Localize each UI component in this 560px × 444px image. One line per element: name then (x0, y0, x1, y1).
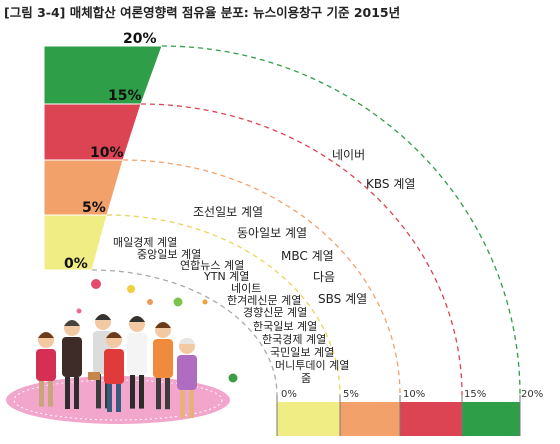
decor-dot-5 (228, 373, 238, 383)
person-1-leg-left (65, 377, 70, 409)
outlet-label: 다음 (313, 270, 336, 284)
scale-tick-label: 20% (521, 389, 544, 400)
arc-20 (161, 45, 521, 396)
arc-10 (122, 159, 401, 396)
person-4-leg-left (130, 375, 135, 409)
outlet-label: 네이트 (231, 282, 262, 295)
outlet-label: MBC 계열 (281, 249, 334, 263)
tier-label-15pct: 15% (108, 88, 142, 104)
scale-tick-label: 5% (343, 389, 359, 400)
person-3-body (104, 349, 124, 384)
tier-label-5pct: 5% (82, 200, 106, 216)
person-5-body (153, 339, 173, 378)
outlet-label: SBS 계열 (318, 292, 368, 306)
person-6-hair (179, 338, 195, 344)
person-5-hair (155, 322, 171, 328)
outlet-label: 경향신문 계열 (243, 306, 308, 319)
decor-dot-4 (202, 299, 208, 305)
outlet-label: KBS 계열 (366, 177, 416, 191)
decor-dot-3 (173, 297, 183, 307)
tier-label-0pct: 0% (64, 256, 88, 272)
arc-0 (91, 269, 278, 396)
person-2-leg-left (96, 374, 101, 409)
tier-label-10pct: 10% (90, 145, 124, 161)
scale-bar-5-10 (340, 402, 400, 436)
person-6-leg-right (189, 390, 194, 418)
illustration-box (88, 372, 100, 380)
person-6-leg-left (180, 390, 185, 418)
person-3-hair (106, 332, 122, 338)
person-0-leg-right (48, 381, 53, 407)
decor-dot-0 (91, 279, 101, 289)
outlet-label: YTN 계열 (204, 270, 250, 283)
arc-15 (140, 103, 463, 396)
outlet-label: 한국일보 계열 (253, 320, 318, 333)
outlet-label: 동아일보 계열 (237, 226, 308, 240)
arc-5 (106, 214, 341, 396)
outlet-label: 한겨레신문 계열 (227, 294, 302, 307)
person-5-leg-left (156, 378, 161, 410)
person-4-hair (129, 316, 145, 322)
person-4-body (127, 333, 147, 375)
decor-dot-6 (76, 308, 82, 314)
person-0-leg-left (39, 381, 44, 407)
outlet-label: 한국경제 계열 (262, 333, 327, 346)
person-0-body (36, 349, 56, 381)
person-4-leg-right (139, 375, 144, 409)
outlet-label: 네이버 (332, 148, 366, 162)
person-3-leg-right (116, 384, 121, 412)
decor-dot-2 (147, 299, 153, 305)
scale-bar-0-5 (277, 402, 340, 436)
outlet-label: 중앙일보 계열 (137, 248, 202, 261)
outlet-label: 줌 (301, 372, 312, 385)
chart-title: [그림 3-4] 매체합산 여론영향력 점유율 분포: 뉴스이용창구 기준 20… (4, 5, 401, 20)
person-1-body (62, 337, 82, 377)
scale-tick-label: 15% (464, 389, 487, 400)
decor-dot-1 (127, 285, 135, 293)
scale-tick-label: 10% (403, 389, 426, 400)
outlet-label: 국민일보 계열 (270, 346, 335, 359)
person-2-hair (95, 314, 111, 320)
person-1-leg-right (74, 377, 79, 409)
scale-tick-label: 0% (281, 389, 297, 400)
person-1-hair (64, 320, 80, 326)
person-6-body (177, 355, 197, 390)
person-3-leg-left (107, 384, 112, 412)
person-0-hair (38, 332, 54, 338)
scale-bar-10-15 (400, 402, 462, 436)
person-5-leg-right (165, 378, 170, 410)
outlet-label: 연합뉴스 계열 (180, 259, 245, 272)
scale-bar-15-20 (462, 402, 520, 436)
funnel-band-15-20 (43, 45, 163, 105)
outlet-label: 머니투데이 계열 (275, 359, 350, 372)
outlet-label: 매일경제 계열 (113, 236, 178, 249)
tier-label-20pct: 20% (123, 31, 157, 47)
outlet-label: 조선일보 계열 (193, 205, 264, 219)
